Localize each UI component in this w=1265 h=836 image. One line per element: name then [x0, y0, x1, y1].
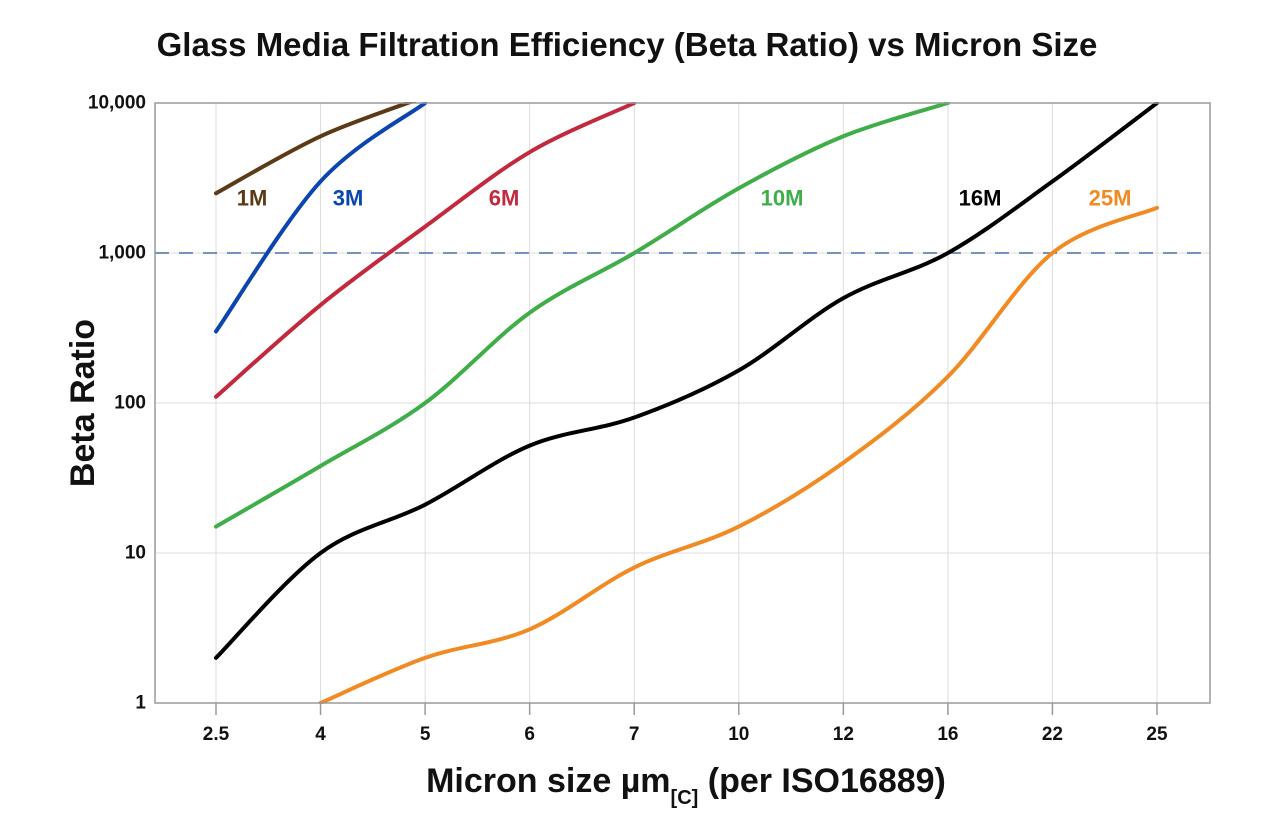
y-tick-label: 1 — [135, 693, 146, 714]
x-axis-label: Micron size µm[C] (per ISO16889) — [426, 762, 946, 809]
series-label-16M: 16M — [959, 186, 1002, 211]
x-tick-label: 22 — [1042, 724, 1063, 745]
series-line-3M — [214, 102, 428, 334]
series-label-1M: 1M — [237, 186, 268, 211]
y-axis-ticks: 1 10 100 1,000 10,000 — [88, 93, 147, 714]
series-lines — [214, 102, 1159, 704]
x-tick-label: 6 — [524, 724, 535, 745]
plot-frame — [154, 102, 1211, 704]
x-axis-ticks: 2.5 4 5 6 7 10 12 16 22 25 — [203, 703, 1168, 745]
series-line-16M — [214, 102, 1159, 660]
y-axis-label: Beta Ratio — [64, 319, 102, 487]
x-axis-label-main: Micron size µm — [426, 762, 670, 800]
series-line-25M — [318, 205, 1159, 704]
x-tick-label: 5 — [420, 724, 431, 745]
series-line-6M — [214, 102, 637, 399]
x-tick-label: 10 — [728, 724, 749, 745]
series-label-6M: 6M — [489, 186, 520, 211]
series-label-3M: 3M — [333, 186, 364, 211]
series-line-1M — [214, 102, 417, 196]
x-tick-label: 16 — [937, 724, 958, 745]
x-tick-label: 12 — [833, 724, 854, 745]
x-tick-label: 25 — [1146, 724, 1168, 745]
chart-title: Glass Media Filtration Efficiency (Beta … — [157, 26, 1098, 63]
series-label-10M: 10M — [761, 186, 804, 211]
x-tick-label: 4 — [315, 724, 326, 745]
grid — [155, 102, 1210, 704]
y-tick-label: 10,000 — [88, 93, 146, 114]
y-tick-label: 10 — [125, 543, 146, 564]
series-label-25M: 25M — [1089, 186, 1132, 211]
y-tick-label: 100 — [114, 393, 146, 414]
x-axis-label-subscript: [C] — [671, 787, 699, 809]
x-tick-label: 2.5 — [203, 724, 230, 745]
series-line-10M — [214, 102, 950, 529]
y-tick-label: 1,000 — [98, 243, 146, 264]
series-labels: 1M 3M 6M 10M 16M 25M — [237, 186, 1132, 211]
x-tick-label: 7 — [629, 724, 640, 745]
x-axis-label-suffix: (per ISO16889) — [698, 762, 946, 800]
